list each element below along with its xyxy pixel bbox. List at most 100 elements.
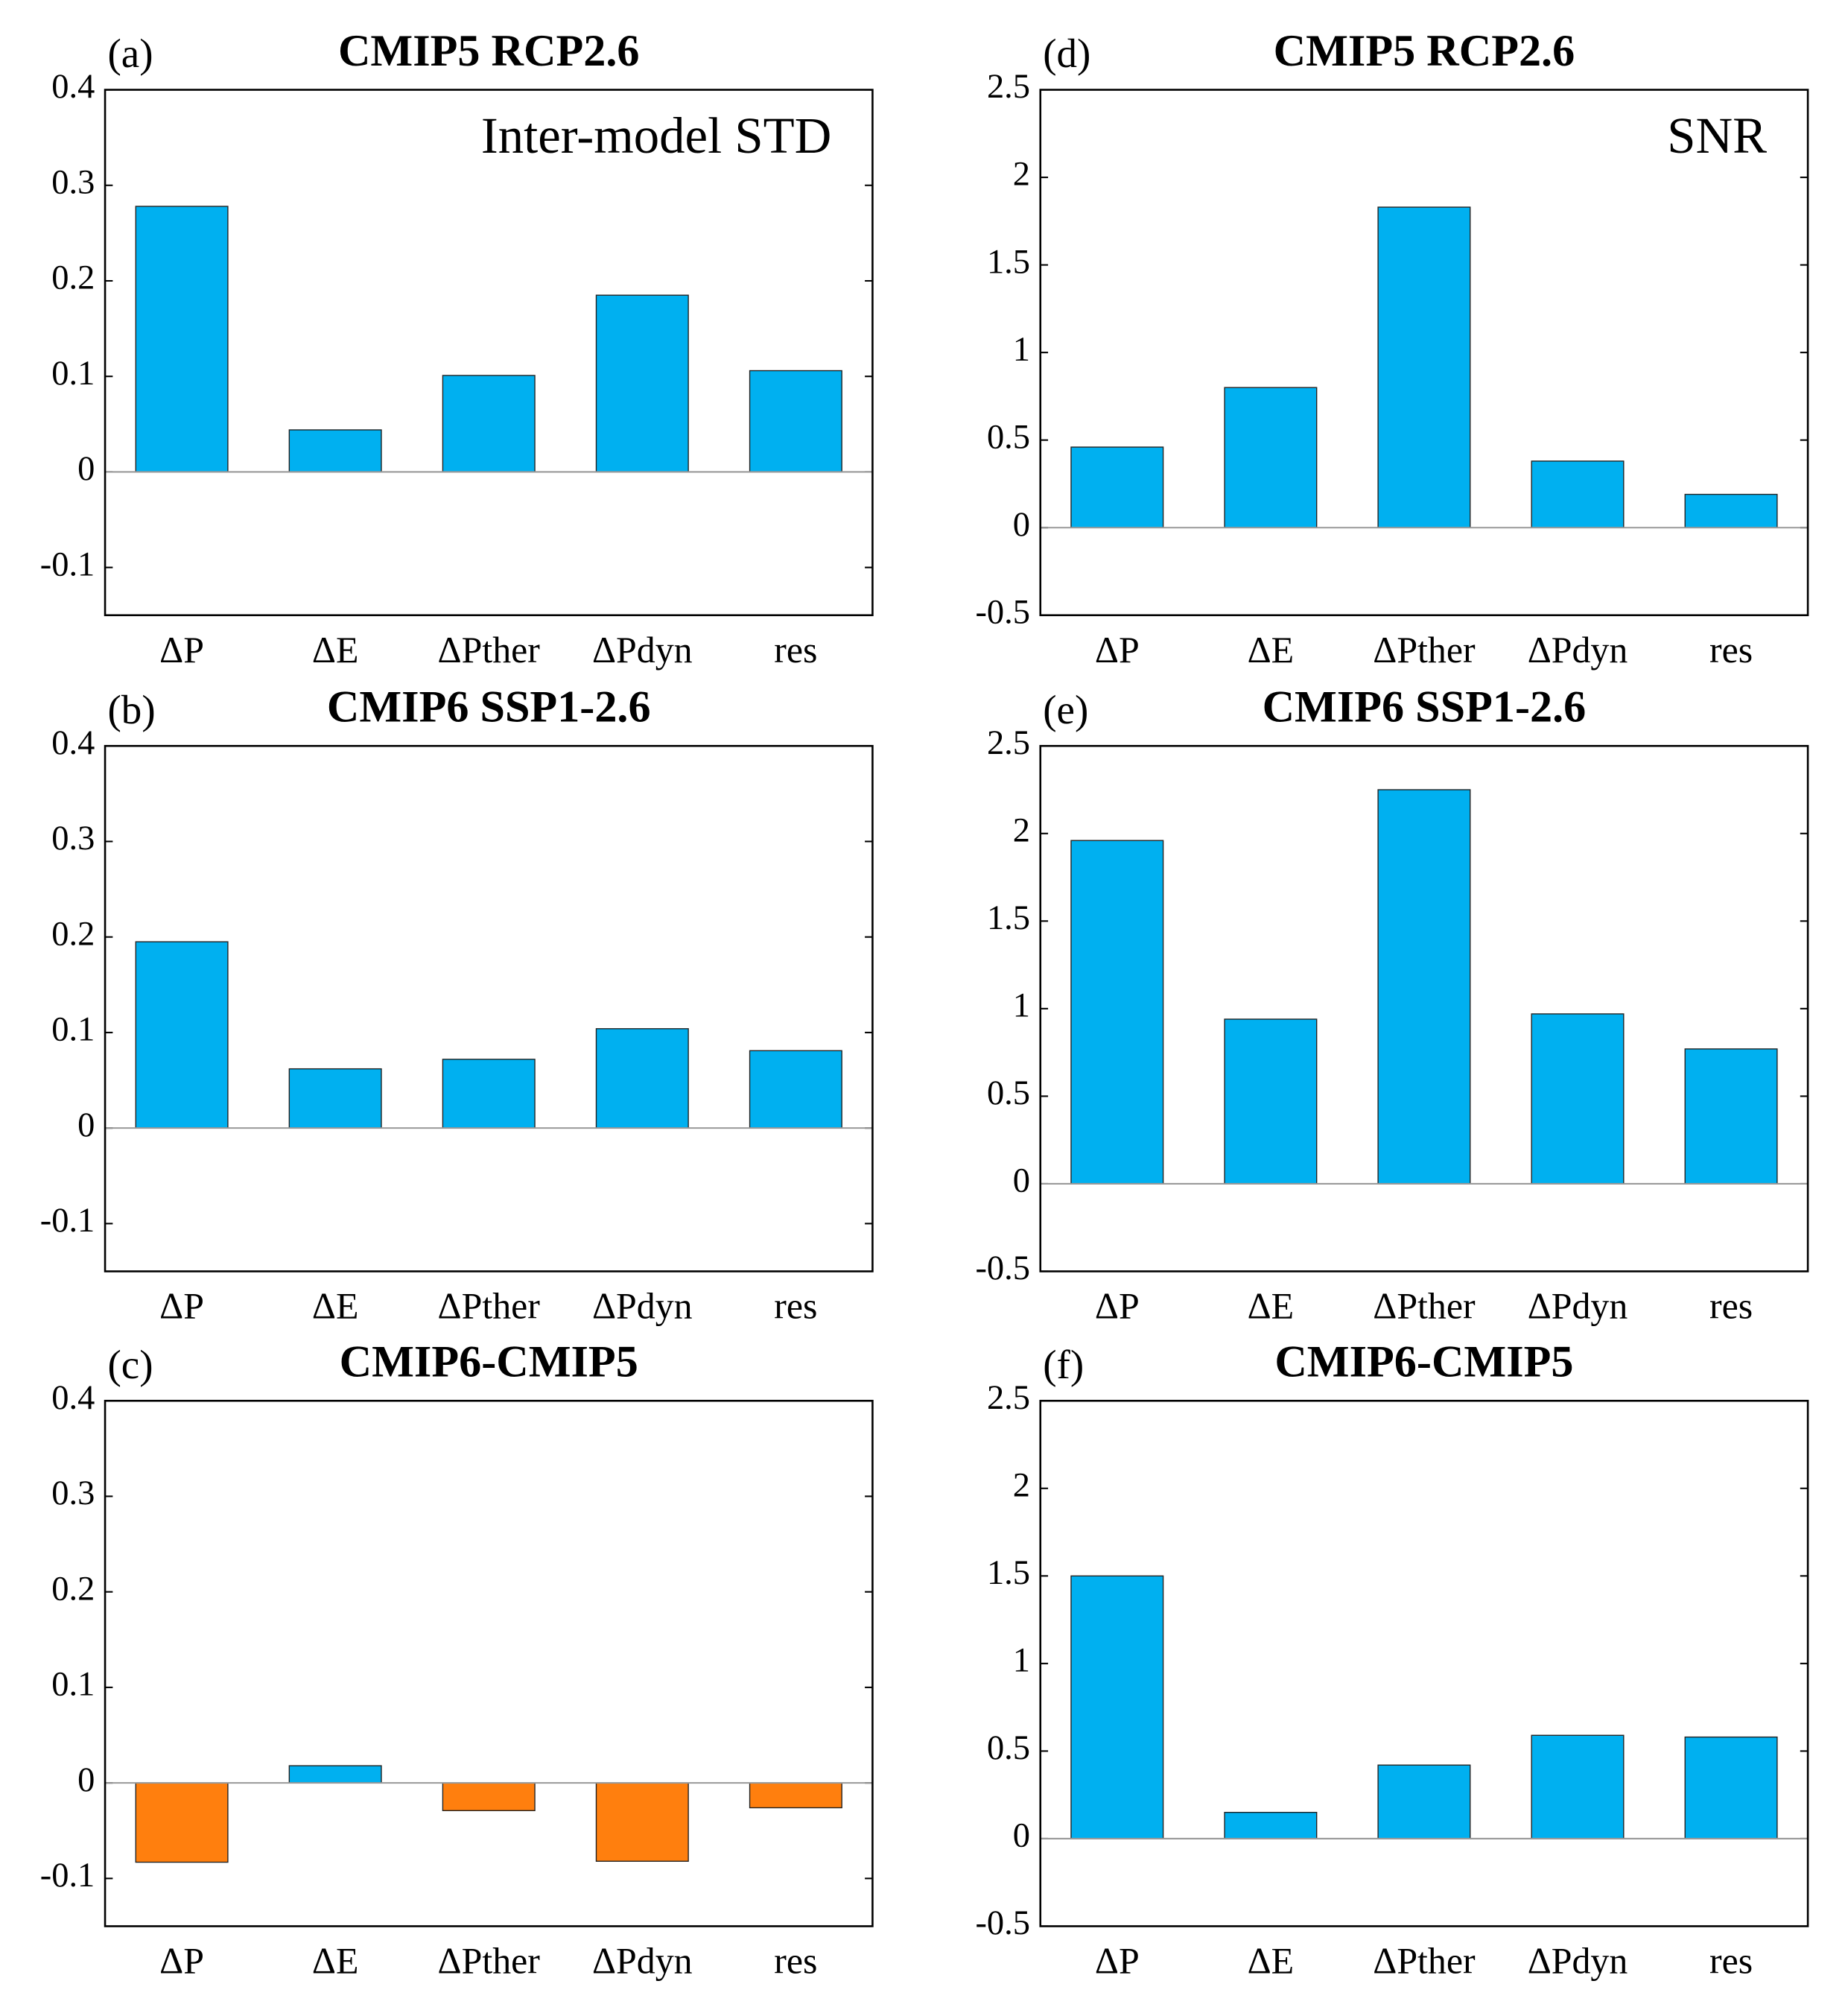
y-tick-label: 0.3 [51,820,95,858]
y-tick-label: -0.1 [40,545,95,583]
x-tick-label: ΔE [1248,1941,1295,1982]
x-tick-label: ΔPther [438,630,541,671]
x-tick-label: ΔP [159,1286,204,1327]
x-tick-label: ΔPdyn [592,630,693,671]
y-tick-label: 1 [1013,1642,1030,1680]
x-tick-label: ΔE [312,1286,359,1327]
annotation: Inter-model STD [481,107,832,164]
y-tick-label: 0.4 [51,68,95,106]
chart-title: CMIP5 RCP2.6 [1274,26,1575,76]
bar [1377,789,1471,1185]
bar [595,1782,689,1862]
x-tick-label: res [774,630,817,671]
x-tick-label: ΔP [159,1941,204,1982]
chart-title: CMIP5 RCP2.6 [338,26,640,76]
x-tick-label: ΔE [1248,630,1295,671]
x-tick-label: ΔE [312,630,359,671]
y-tick-label: 2.5 [987,1379,1030,1417]
y-tick-label: 0.4 [51,1379,95,1417]
x-tick-label: res [1709,1286,1753,1327]
y-tick-label: 0.1 [51,1666,95,1704]
plot-frame [104,89,874,617]
y-tick-label: 0 [77,450,95,488]
plot-frame [1039,744,1809,1272]
x-tick-label: ΔPther [438,1286,541,1327]
bar [135,1782,229,1863]
x-tick-label: ΔPther [1373,630,1476,671]
x-tick-label: ΔE [312,1941,359,1982]
y-tick-label: 1 [1013,331,1030,369]
bar [1531,1734,1625,1839]
chart-title: CMIP6-CMIP5 [340,1337,638,1387]
annotation: SNR [1667,107,1767,164]
chart-title: CMIP6-CMIP5 [1274,1337,1573,1387]
panel-label: (b) [107,687,155,732]
x-tick-label: res [774,1286,817,1327]
y-tick-label: -0.1 [40,1857,95,1895]
y-tick-label: 0.5 [987,1729,1030,1767]
y-tick-label: 0.2 [51,1570,95,1608]
bar [442,1059,536,1129]
x-tick-label: ΔPdyn [1528,1286,1628,1327]
y-tick-label: 0.3 [51,163,95,201]
y-tick-label: 1.5 [987,1554,1030,1592]
y-tick-label: 2 [1013,1466,1030,1504]
bar [1224,1018,1318,1185]
bar [1377,1764,1471,1839]
x-tick-label: ΔPdyn [1528,1941,1628,1982]
chart-title: CMIP6 SSP1-2.6 [327,682,651,732]
y-tick-label: 0.1 [51,1011,95,1049]
y-tick-label: 1.5 [987,243,1030,281]
panel-label: (d) [1043,31,1090,76]
x-tick-label: res [774,1941,817,1982]
y-tick-label: 1 [1013,987,1030,1025]
bar [135,206,229,473]
x-tick-label: ΔPdyn [1528,630,1628,671]
bar [1531,1013,1625,1185]
y-tick-label: 2.5 [987,68,1030,106]
panel-label: (f) [1043,1342,1084,1387]
plot-frame [104,1399,874,1927]
x-tick-label: ΔPther [1373,1941,1476,1982]
x-tick-label: ΔP [1095,1941,1140,1982]
bar [1377,206,1471,528]
y-tick-label: 0.2 [51,915,95,953]
x-tick-label: ΔPdyn [592,1941,693,1982]
y-tick-label: 0.1 [51,355,95,393]
bar [1070,1575,1164,1839]
panel-label: (e) [1043,687,1088,732]
bar [1684,1736,1778,1839]
panel-label: (c) [107,1342,153,1387]
x-tick-label: res [1709,630,1753,671]
bar [288,1765,382,1784]
y-tick-label: 0.3 [51,1474,95,1512]
y-tick-label: -0.5 [975,1249,1030,1287]
plot-frame [1039,1399,1809,1927]
bar [749,370,842,473]
x-tick-label: ΔP [159,630,204,671]
y-tick-label: 0 [77,1106,95,1144]
y-tick-label: 0.2 [51,259,95,297]
bar [1684,1048,1778,1185]
y-tick-label: 1.5 [987,899,1030,937]
bar [1070,446,1164,528]
bar [749,1050,842,1129]
y-tick-label: 2 [1013,811,1030,849]
y-tick-label: -0.5 [975,1904,1030,1942]
x-tick-label: ΔPdyn [592,1286,693,1327]
y-tick-label: 2 [1013,156,1030,194]
bar [1224,1811,1318,1839]
y-tick-label: 0 [1013,506,1030,544]
bar [442,375,536,473]
x-tick-label: ΔP [1095,630,1140,671]
bar [1224,387,1318,528]
y-tick-label: 0.4 [51,724,95,762]
panel-label: (a) [107,31,153,76]
chart-title: CMIP6 SSP1-2.6 [1263,682,1587,732]
y-tick-label: 0 [1013,1162,1030,1200]
x-tick-label: ΔPther [438,1941,541,1982]
y-tick-label: 0.5 [987,418,1030,456]
bar [749,1782,842,1809]
